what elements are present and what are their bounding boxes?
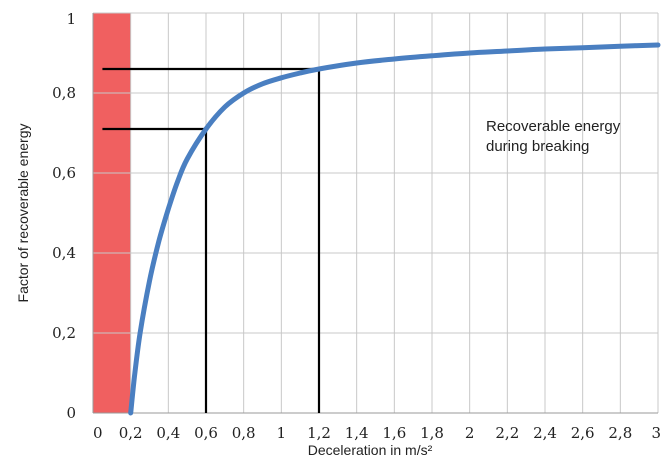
y-tick-label: 0,8 <box>52 84 76 102</box>
x-tick-label: 0,8 <box>232 424 256 442</box>
x-tick-label: 1 <box>277 424 287 442</box>
x-tick-label: 2,4 <box>533 424 557 442</box>
x-tick-label: 0,2 <box>119 424 143 442</box>
x-tick-label: 2,2 <box>495 424 519 442</box>
y-axis-label: Factor of recoverable energy <box>15 124 31 303</box>
series-line <box>128 42 661 416</box>
y-tick-label: 0 <box>66 404 76 422</box>
x-tick-label: 2,8 <box>608 424 632 442</box>
x-tick-label: 1,8 <box>420 424 444 442</box>
y-tick-label: 1 <box>66 10 76 28</box>
y-tick-label: 0,6 <box>52 164 76 182</box>
annotation-text: Recoverable energy during breaking <box>486 118 624 155</box>
x-axis-label: Deceleration in m/s² <box>308 442 433 458</box>
x-tick-label: 2 <box>465 424 475 442</box>
x-tick-label: 1,2 <box>307 424 331 442</box>
x-tick-label: 1,6 <box>382 424 406 442</box>
x-tick-label: 0,4 <box>156 424 180 442</box>
x-tick-label: 3 <box>651 424 661 442</box>
annotation-line-2: during breaking <box>486 138 589 155</box>
annotation-line-1: Recoverable energy <box>486 118 621 135</box>
y-tick-label: 0,4 <box>52 244 76 262</box>
shaded-region <box>93 13 131 413</box>
x-tick-label: 1,4 <box>345 424 369 442</box>
x-tick-label: 0 <box>93 424 103 442</box>
y-tick-label: 0,2 <box>52 324 76 342</box>
x-tick-label: 2,6 <box>571 424 595 442</box>
x-tick-label: 0,6 <box>194 424 218 442</box>
